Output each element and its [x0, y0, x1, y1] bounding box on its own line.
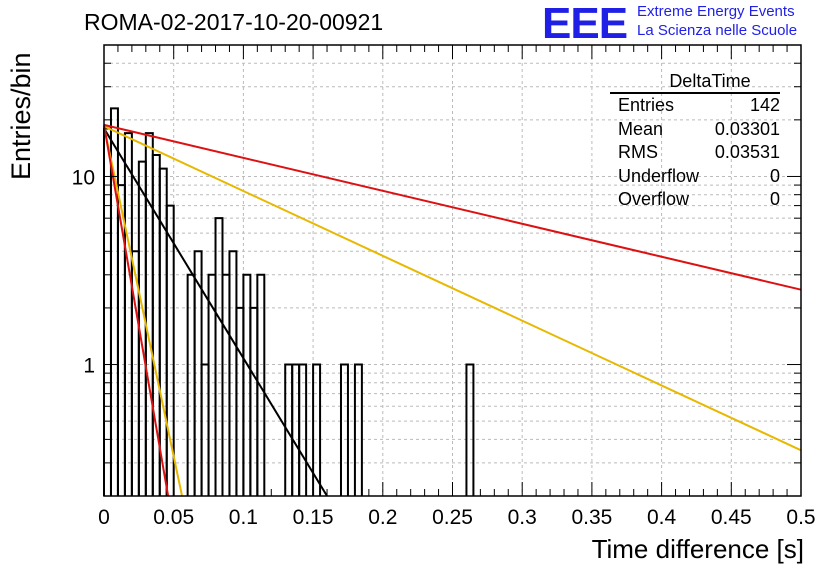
histogram-bar — [291, 363, 301, 496]
histogram-bar — [353, 363, 363, 496]
y-tick-label: 10 — [72, 166, 95, 189]
x-tick-label: 0.5 — [786, 506, 815, 529]
histogram-bar — [228, 250, 238, 496]
histogram-bar — [144, 132, 154, 496]
x-tick-label: 0.45 — [711, 506, 752, 529]
histogram-bar — [298, 363, 308, 496]
org-name: Extreme Energy Events — [637, 3, 795, 20]
chart-title: ROMA-02-2017-10-20-00921 — [84, 9, 384, 35]
histogram-bar — [235, 306, 245, 496]
histogram-bar — [123, 132, 133, 496]
stats-label: RMS — [618, 142, 658, 162]
stats-value: 0.03301 — [714, 118, 780, 139]
y-axis-label: Entries/bin — [6, 52, 36, 180]
histogram-bar — [256, 273, 266, 496]
stats-box-title: DeltaTime — [669, 71, 751, 91]
fit-line — [103, 124, 170, 497]
stats-row-underflow: Underflow 0 — [618, 165, 780, 189]
stats-label: Underflow — [618, 165, 700, 186]
x-tick-label: 0.25 — [432, 506, 473, 529]
x-tick-label: 0 — [98, 506, 110, 529]
stats-row-rms: RMS 0.03531 — [618, 141, 780, 165]
stats-row-mean: Mean 0.03301 — [618, 118, 780, 142]
stats-label: Overflow — [618, 189, 690, 209]
org-subtitle: La Scienza nelle Scuole — [637, 22, 798, 39]
stats-row-overflow: Overflow 0 — [618, 188, 780, 212]
histogram-bar — [214, 217, 224, 496]
histogram-bar — [103, 127, 112, 496]
histogram-bar — [116, 184, 126, 496]
histogram-bar — [165, 204, 175, 496]
x-tick-label: 0.15 — [293, 506, 334, 529]
stats-label: Mean — [618, 118, 664, 139]
x-tick-label: 0.05 — [153, 506, 194, 529]
fit-line — [103, 123, 802, 291]
histogram-bar — [312, 363, 322, 496]
y-tick-label: 1 — [83, 355, 95, 378]
histogram-bar — [339, 363, 349, 496]
stats-value: 0 — [769, 189, 780, 209]
x-tick-label: 0.4 — [647, 506, 677, 529]
stats-box-divider — [610, 92, 780, 94]
x-axis-label: Time difference [s] — [591, 534, 804, 564]
x-tick-label: 0.2 — [368, 506, 397, 529]
fit-line — [103, 126, 184, 497]
stats-label: Entries — [618, 95, 675, 115]
stats-value: 0 — [769, 165, 780, 186]
stats-value: 142 — [749, 95, 780, 115]
histogram-bar — [249, 306, 259, 496]
x-tick-label: 0.3 — [508, 506, 537, 529]
fit-line — [103, 125, 802, 452]
x-tick-label: 0.35 — [571, 506, 612, 529]
stats-value: 0.03531 — [714, 142, 780, 162]
histogram-bar — [465, 363, 475, 496]
histogram-bar — [200, 363, 210, 496]
stats-row-entries: Entries 142 — [618, 94, 780, 118]
fit-line — [103, 127, 328, 497]
x-tick-label: 0.1 — [229, 506, 258, 529]
stats-box: DeltaTime Entries 142 Mean 0.03301 RMS 0… — [608, 71, 788, 212]
eee-logo: EEE — [542, 0, 628, 48]
